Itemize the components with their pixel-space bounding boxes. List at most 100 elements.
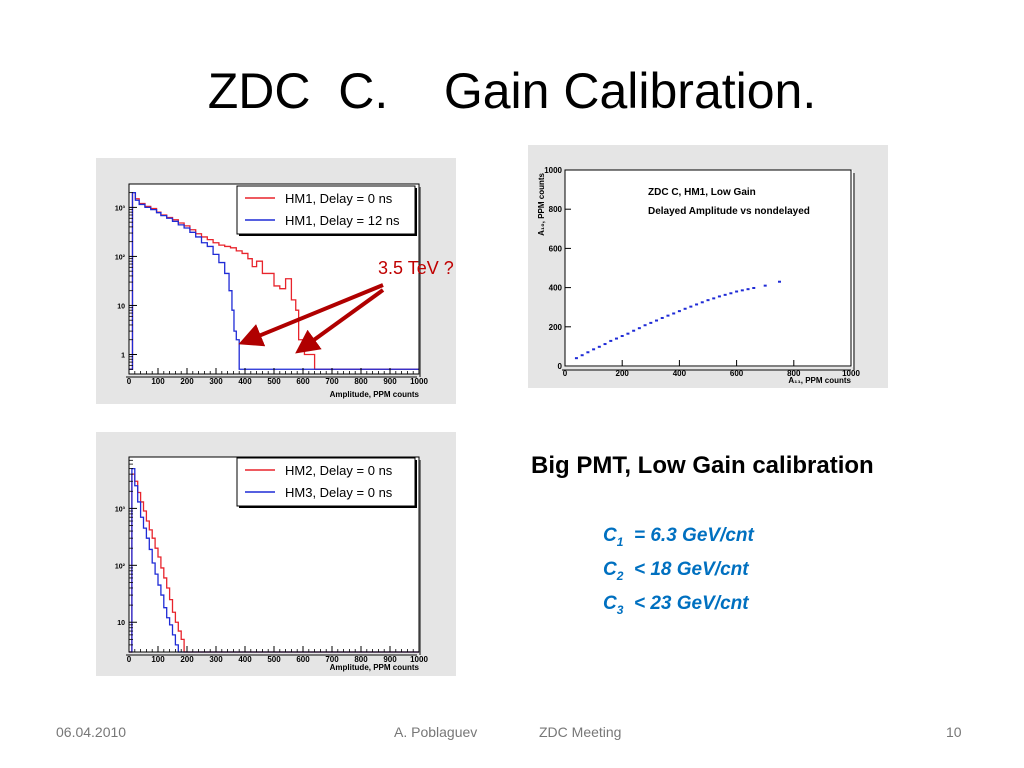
series-line-red [129,473,419,653]
plot-delayed-scatter: 0 200 400 600 800 1000 0 200 400 600 800 1000 ZDC C… [528,145,888,388]
scatter-point [666,314,670,317]
scatter-point [592,348,596,351]
x-tick-label: 300 [209,655,223,664]
x-axis-label: Amplitude, PPM counts [330,663,420,672]
calibration-line-c1: C1 = 6.3 GeV/cnt [603,525,754,549]
scatter-point [706,299,710,302]
x-tick-label: 100 [151,655,165,664]
y-tick-label: 400 [549,284,563,293]
scatter-point [712,297,716,300]
footer-event: ZDC Meeting [539,724,622,740]
scatter-point [597,345,601,348]
x-tick-label: 600 [730,369,744,378]
y-tick-label: 1 [121,352,125,359]
series-line-blue [129,191,419,370]
scatter-point [574,357,578,360]
scatter-point [586,351,590,354]
scatter-point [643,324,647,327]
x-tick-label: 200 [616,369,630,378]
x-tick-label: 100 [151,377,165,386]
x-tick-label: 600 [296,655,310,664]
x-tick-label: 1000 [410,377,428,386]
scatter-point [740,289,744,292]
series-line-blue [129,467,419,653]
x-tick-label: 0 [563,369,568,378]
footer-date: 06.04.2010 [56,724,127,740]
x-tick-label: 400 [673,369,687,378]
scatter-point [637,327,641,330]
y-tick-label: 800 [549,205,563,214]
scatter-point [695,303,699,306]
y-tick-label: 10³ [115,506,126,513]
legend-label: HM3, Delay = 0 ns [285,485,393,500]
y-tick-label: 600 [549,244,563,253]
slide-title: ZDC C. Gain Calibration. [207,63,817,119]
x-tick-label: 200 [180,377,194,386]
calibration-line-c3: C3 < 23 GeV/cnt [603,592,749,617]
x-tick-label: 400 [238,655,252,664]
scatter-series [574,280,781,360]
x-tick-label: 400 [238,377,252,386]
x-tick-label: 500 [267,655,281,664]
y-tick-label: 10² [115,254,126,261]
x-tick-label: 1000 [842,369,860,378]
y-tick-label: 1000 [544,166,562,175]
x-tick-label: 700 [325,377,339,386]
legend-box [236,457,416,507]
legend-label: HM2, Delay = 0 ns [285,463,393,478]
scatter-point [683,307,687,310]
scatter-point [603,343,607,346]
y-tick-label: 10² [115,563,126,570]
y-tick-label: 10³ [115,205,126,212]
scatter-point [620,335,624,338]
x-tick-label: 800 [787,369,801,378]
x-tick-label: 900 [383,655,397,664]
scatter-point [763,284,767,287]
scatter-point [778,280,781,283]
scatter-subtitle: Delayed Amplitude vs nondelayed [648,206,810,217]
y-tick-label: 0 [558,362,563,371]
scatter-point [626,332,630,335]
delayed-scatter-svg: 0 200 400 600 800 1000 0 200 400 600 800 1000 ZDC C… [528,145,888,388]
calibration-list: C1 = 6.3 GeV/cnt C2 < 18 GeV/cnt C3 < 23… [603,522,754,623]
scatter-point [660,316,664,319]
scatter-point [614,337,618,340]
x-tick-label: 500 [267,377,281,386]
scatter-point [609,339,613,342]
x-tick-label: 200 [180,655,194,664]
calibration-line-c2: C2 < 18 GeV/cnt [603,558,749,583]
hm2-hm3-histogram-svg: 0 100 200 300 400 500 600 700 800 900 1000 10 10² 10³… [96,432,456,676]
scatter-point [655,319,659,322]
x-axis-label: Amplitude, PPM counts [330,390,420,399]
scatter-point [723,293,727,296]
legend-label: HM1, Delay = 0 ns [285,191,393,206]
scatter-point [746,288,750,291]
x-tick-label: 600 [296,377,310,386]
scatter-point [672,312,676,315]
y-axis-label: A₁₀, PPM counts [537,172,546,235]
y-tick-label: 10 [117,303,125,310]
scatter-point [752,286,756,289]
footer-page-number: 10 [946,724,962,740]
scatter-point [735,290,739,293]
legend-box [236,185,416,235]
plot-frame [564,169,852,367]
x-tick-label: 800 [354,377,368,386]
y-tick-label: 10 [117,620,125,627]
legend-label: HM1, Delay = 12 ns [285,213,400,228]
scatter-point [717,295,721,298]
x-axis-label: A₁₁, PPM counts [788,376,851,385]
x-tick-label: 900 [383,377,397,386]
scatter-point [677,310,681,313]
calibration-heading: Big PMT, Low Gain calibration [531,452,874,479]
scatter-point [700,301,704,304]
x-tick-label: 0 [127,377,132,386]
footer-author: A. Poblaguev [394,724,478,740]
hm1-histogram-svg: 0 100 200 300 400 500 600 700 800 900 1000 1 10 10² 10… [96,158,456,404]
scatter-point [729,292,733,295]
y-tick-label: 200 [549,323,563,332]
scatter-point [689,305,693,308]
scatter-point [649,321,653,324]
scatter-title: ZDC C, HM1, Low Gain [648,187,756,198]
plot-hm2-hm3-histogram: 0 100 200 300 400 500 600 700 800 900 1000 10 10² 10³… [96,432,456,676]
